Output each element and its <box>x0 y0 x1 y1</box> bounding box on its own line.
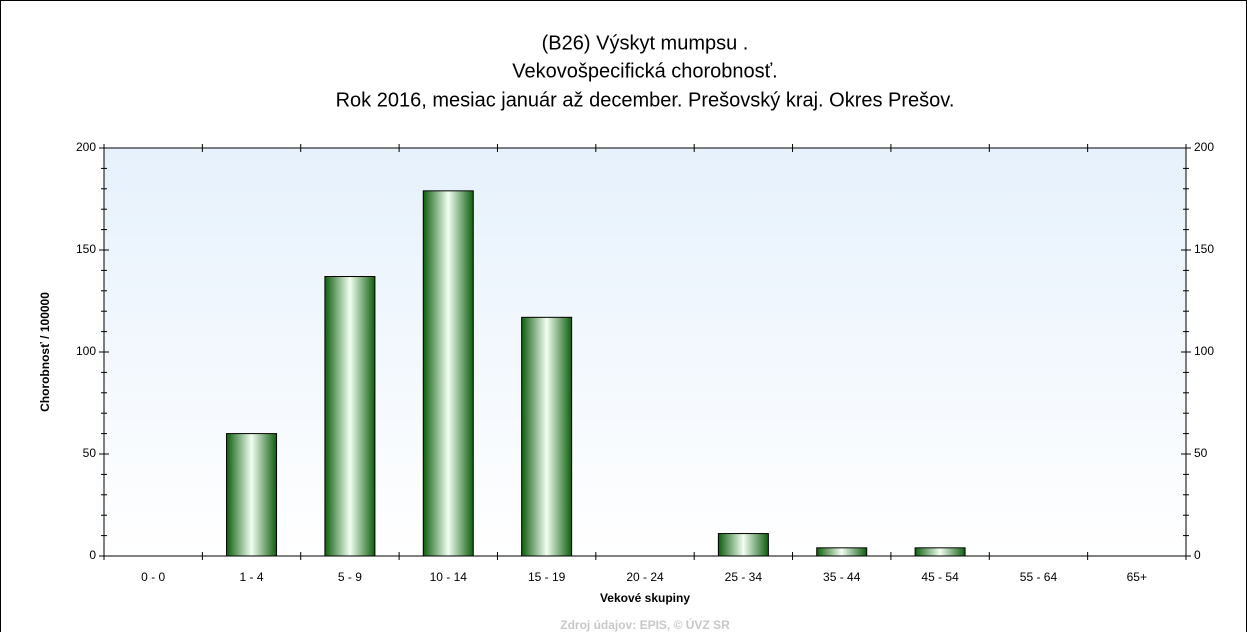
x-tick-label: 20 - 24 <box>626 570 664 584</box>
bar <box>324 276 376 557</box>
bar <box>816 547 868 557</box>
x-tick-label: 1 - 4 <box>240 570 264 584</box>
plot-area <box>104 148 1186 556</box>
x-tick-label: 45 - 54 <box>921 570 959 584</box>
chart-title: (B26) Výskyt mumpsu . <box>542 32 749 54</box>
x-tick-label: 5 - 9 <box>338 570 362 584</box>
bar <box>717 533 769 557</box>
chart-title: Rok 2016, mesiac január až december. Pre… <box>336 89 955 111</box>
y-tick-label: 50 <box>83 446 97 460</box>
y-tick-label: 50 <box>1194 446 1208 460</box>
bar <box>914 547 966 557</box>
source-note: Zdroj údajov: EPIS, © ÚVZ SR <box>560 617 730 632</box>
x-tick-label: 35 - 44 <box>823 570 861 584</box>
bar <box>521 316 573 557</box>
bar <box>422 190 474 557</box>
y-tick-label: 0 <box>1194 548 1201 562</box>
x-tick-label: 55 - 64 <box>1020 570 1058 584</box>
y-tick-label: 200 <box>76 140 96 154</box>
chart-title: Vekovošpecifická chorobnosť. <box>512 60 777 82</box>
x-tick-label: 10 - 14 <box>430 570 468 584</box>
x-tick-label: 25 - 34 <box>725 570 763 584</box>
y-tick-label: 0 <box>89 548 96 562</box>
y-tick-label: 150 <box>76 242 96 256</box>
y-tick-label: 100 <box>1194 344 1214 358</box>
x-tick-label: 15 - 19 <box>528 570 566 584</box>
x-axis-label: Vekové skupiny <box>600 591 690 605</box>
bar <box>226 433 278 557</box>
y-tick-label: 150 <box>1194 242 1214 256</box>
y-tick-label: 100 <box>76 344 96 358</box>
x-tick-label: 65+ <box>1127 570 1147 584</box>
x-tick-label: 0 - 0 <box>141 570 165 584</box>
y-axis-label: Chorobnosť / 100000 <box>38 292 52 412</box>
y-tick-label: 200 <box>1194 140 1214 154</box>
